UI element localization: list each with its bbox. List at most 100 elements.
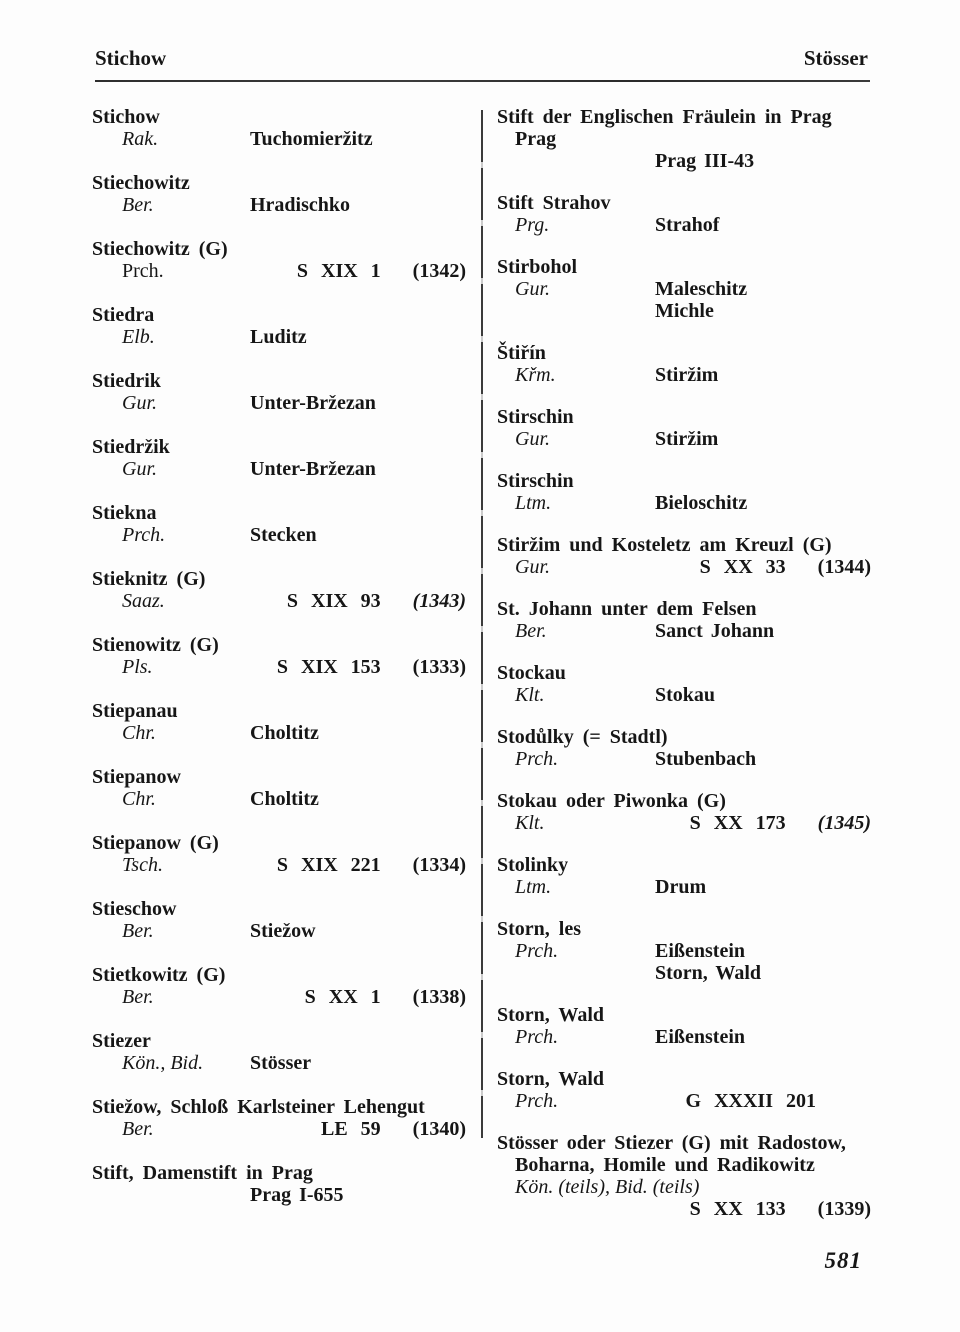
index-entry: Stolinky Ltm. Drum: [497, 854, 871, 898]
prague-reference: Prag I-655: [250, 1184, 344, 1206]
entry-headword: Storn, les: [497, 918, 581, 940]
entry-headword: Stiepanau: [92, 700, 178, 722]
district-abbreviation: Prch.: [515, 1026, 559, 1048]
map-reference: G XXXII 201: [685, 1090, 816, 1112]
map-reference: S XIX 93: [286, 590, 381, 612]
german-equivalent-line: Sanct Johann: [655, 620, 775, 642]
entry-headword: Stietkowitz (G): [92, 964, 226, 986]
german-equivalent: Tuchomieržitz: [250, 128, 373, 150]
entry-headword: Stieschow: [92, 898, 177, 920]
german-equivalent: Maleschitz Michle: [655, 278, 747, 322]
entry-headword: Stockau: [497, 662, 566, 684]
index-entry: Storn, Wald Prch. G XXXII 201: [497, 1068, 871, 1112]
german-equivalent-line: Stubenbach: [655, 748, 757, 770]
entry-detail-row: Gur. Maleschitz Michle: [497, 278, 871, 322]
entry-detail-row: Tsch. S XIX 221 (1334): [92, 854, 466, 876]
entry-headword: Stiezer: [92, 1030, 151, 1052]
german-equivalent-line: Choltitz: [250, 788, 319, 810]
district-abbreviation: Klt.: [515, 812, 545, 834]
entry-headword: Stokau oder Piwonka (G): [497, 790, 726, 812]
german-equivalent-line: Maleschitz: [655, 278, 748, 300]
entry-detail-row: Rak. Tuchomieržitz: [92, 128, 466, 150]
year-reference: (1339): [817, 1198, 871, 1220]
map-reference-group: S XX 173 (1345): [690, 812, 871, 834]
entry-detail-row: Ber. Sanct Johann: [497, 620, 871, 642]
year-reference: (1343): [412, 590, 466, 612]
german-equivalent: Stokau: [655, 684, 715, 706]
header-rule: [95, 80, 870, 82]
entry-detail-row: Klt. Stokau: [497, 684, 871, 706]
german-equivalent-line: Stiržim: [655, 428, 719, 450]
entry-headword: Stolinky: [497, 854, 569, 876]
german-equivalent: Eißenstein Storn, Wald: [655, 940, 761, 984]
district-abbreviation: Pls.: [122, 656, 153, 678]
entry-detail-row: Křm. Stiržim: [497, 364, 871, 386]
german-equivalent-line: Bieloschitz: [655, 492, 748, 514]
entry-detail-row: Ltm. Drum: [497, 876, 871, 898]
entry-detail-row: Gur. Stiržim: [497, 428, 871, 450]
district-abbreviation: Ber.: [515, 620, 547, 642]
entry-headword: Stift Strahov: [497, 192, 611, 214]
index-entry: Stietkowitz (G) Ber. S XX 1 (1338): [92, 964, 466, 1008]
district-abbreviation: Klt.: [515, 684, 545, 706]
year-reference: (1334): [412, 854, 466, 876]
year-reference: (1345): [817, 812, 871, 834]
district-abbreviation: Gur.: [122, 392, 158, 414]
index-entry: Storn, les Prch. Eißenstein Storn, Wald: [497, 918, 871, 984]
district-abbreviation: Prag: [515, 128, 557, 150]
district-abbreviation: Ber.: [122, 1118, 154, 1140]
entry-headword: Storn, Wald: [497, 1004, 604, 1026]
entry-headword: Stirschin: [497, 406, 574, 428]
german-equivalent: Stiržim: [655, 364, 718, 386]
map-reference: S XIX 1: [296, 260, 381, 282]
german-equivalent-line: Eißenstein: [655, 1026, 746, 1048]
german-equivalent: Drum: [655, 876, 706, 898]
entry-detail-row: Gur. S XX 33 (1344): [497, 556, 871, 578]
german-equivalent-line: Stiežow: [250, 920, 316, 942]
district-abbreviation: Rak.: [122, 128, 159, 150]
index-entry: Štiřín Křm. Stiržim: [497, 342, 871, 386]
entry-detail-row: Prag: [497, 128, 871, 150]
index-entry: Stift, Damenstift in Prag Prag I-655: [92, 1162, 466, 1206]
entry-headword: Stiepanow (G): [92, 832, 219, 854]
index-entry: Stiedra Elb. Luditz: [92, 304, 466, 348]
map-reference: LE 59: [320, 1118, 381, 1140]
map-reference: S XX 33: [699, 556, 786, 578]
running-header: Stichow Stösser: [95, 46, 868, 70]
index-entry: Stieschow Ber. Stiežow: [92, 898, 466, 942]
entry-headword: Stiežow, Schloß Karlsteiner Lehengut: [92, 1096, 425, 1118]
entry-detail-row: Ber. S XX 1 (1338): [92, 986, 466, 1008]
index-entry: Stiechowitz (G) Prch. S XIX 1 (1342): [92, 238, 466, 282]
district-abbreviation: Prch.: [515, 748, 559, 770]
district-abbreviation: Saaz.: [122, 590, 165, 612]
header-keyword-left: Stichow: [95, 46, 167, 70]
entry-headword: Štiřín: [497, 342, 546, 364]
district-abbreviation: Ltm.: [515, 876, 552, 898]
district-abbreviation: Kön. (teils), Bid. (teils): [515, 1176, 700, 1198]
german-equivalent-line: Stösser: [250, 1052, 312, 1074]
district-abbreviation: Gur.: [122, 458, 158, 480]
entry-detail-row: Gur. Unter-Bržezan: [92, 458, 466, 480]
entry-detail-row: Prch. S XIX 1 (1342): [92, 260, 466, 282]
entry-headword: Stiedrik: [92, 370, 161, 392]
entry-detail-row: Elb. Luditz: [92, 326, 466, 348]
year-reference: (1340): [412, 1118, 466, 1140]
index-entry: Stösser oder Stiezer (G) mit Radostow, Bo…: [497, 1132, 871, 1220]
german-equivalent-line: Choltitz: [250, 722, 319, 744]
index-entry: Stiepanau Chr. Choltitz: [92, 700, 466, 744]
german-equivalent: Sanct Johann: [655, 620, 774, 642]
header-keyword-right: Stösser: [803, 46, 868, 70]
entry-detail-row: Klt. S XX 173 (1345): [497, 812, 871, 834]
german-equivalent: Choltitz: [250, 788, 319, 810]
index-entry: Stienowitz (G) Pls. S XIX 153 (1333): [92, 634, 466, 678]
german-equivalent-line: Luditz: [250, 326, 307, 348]
index-entry: Stiedrik Gur. Unter-Bržezan: [92, 370, 466, 414]
map-reference-group: G XXXII 201: [686, 1090, 816, 1112]
index-entry: Stiechowitz Ber. Hradischko: [92, 172, 466, 216]
german-equivalent: Bieloschitz: [655, 492, 747, 514]
entry-detail-row: Prch. Eißenstein: [497, 1026, 871, 1048]
german-equivalent: Stösser: [250, 1052, 311, 1074]
german-equivalent-line: Michle: [655, 300, 714, 322]
index-entry: Stiekna Prch. Stecken: [92, 502, 466, 546]
